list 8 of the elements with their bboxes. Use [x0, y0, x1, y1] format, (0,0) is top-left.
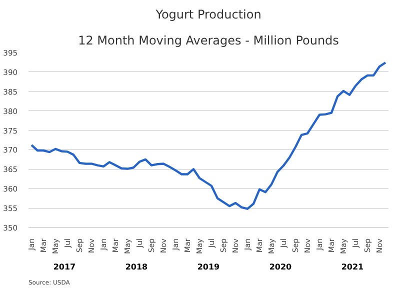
text: 2018 — [125, 262, 148, 272]
chart-subtitle: 12 Month Moving Averages - Million Pounds — [78, 34, 339, 48]
text: 2020 — [269, 262, 292, 272]
chart-title: Yogurt Production — [154, 8, 262, 22]
text: 2017 — [53, 262, 76, 272]
text: 2019 — [197, 262, 220, 272]
text: 2021 — [341, 262, 364, 272]
line-series — [30, 62, 387, 210]
